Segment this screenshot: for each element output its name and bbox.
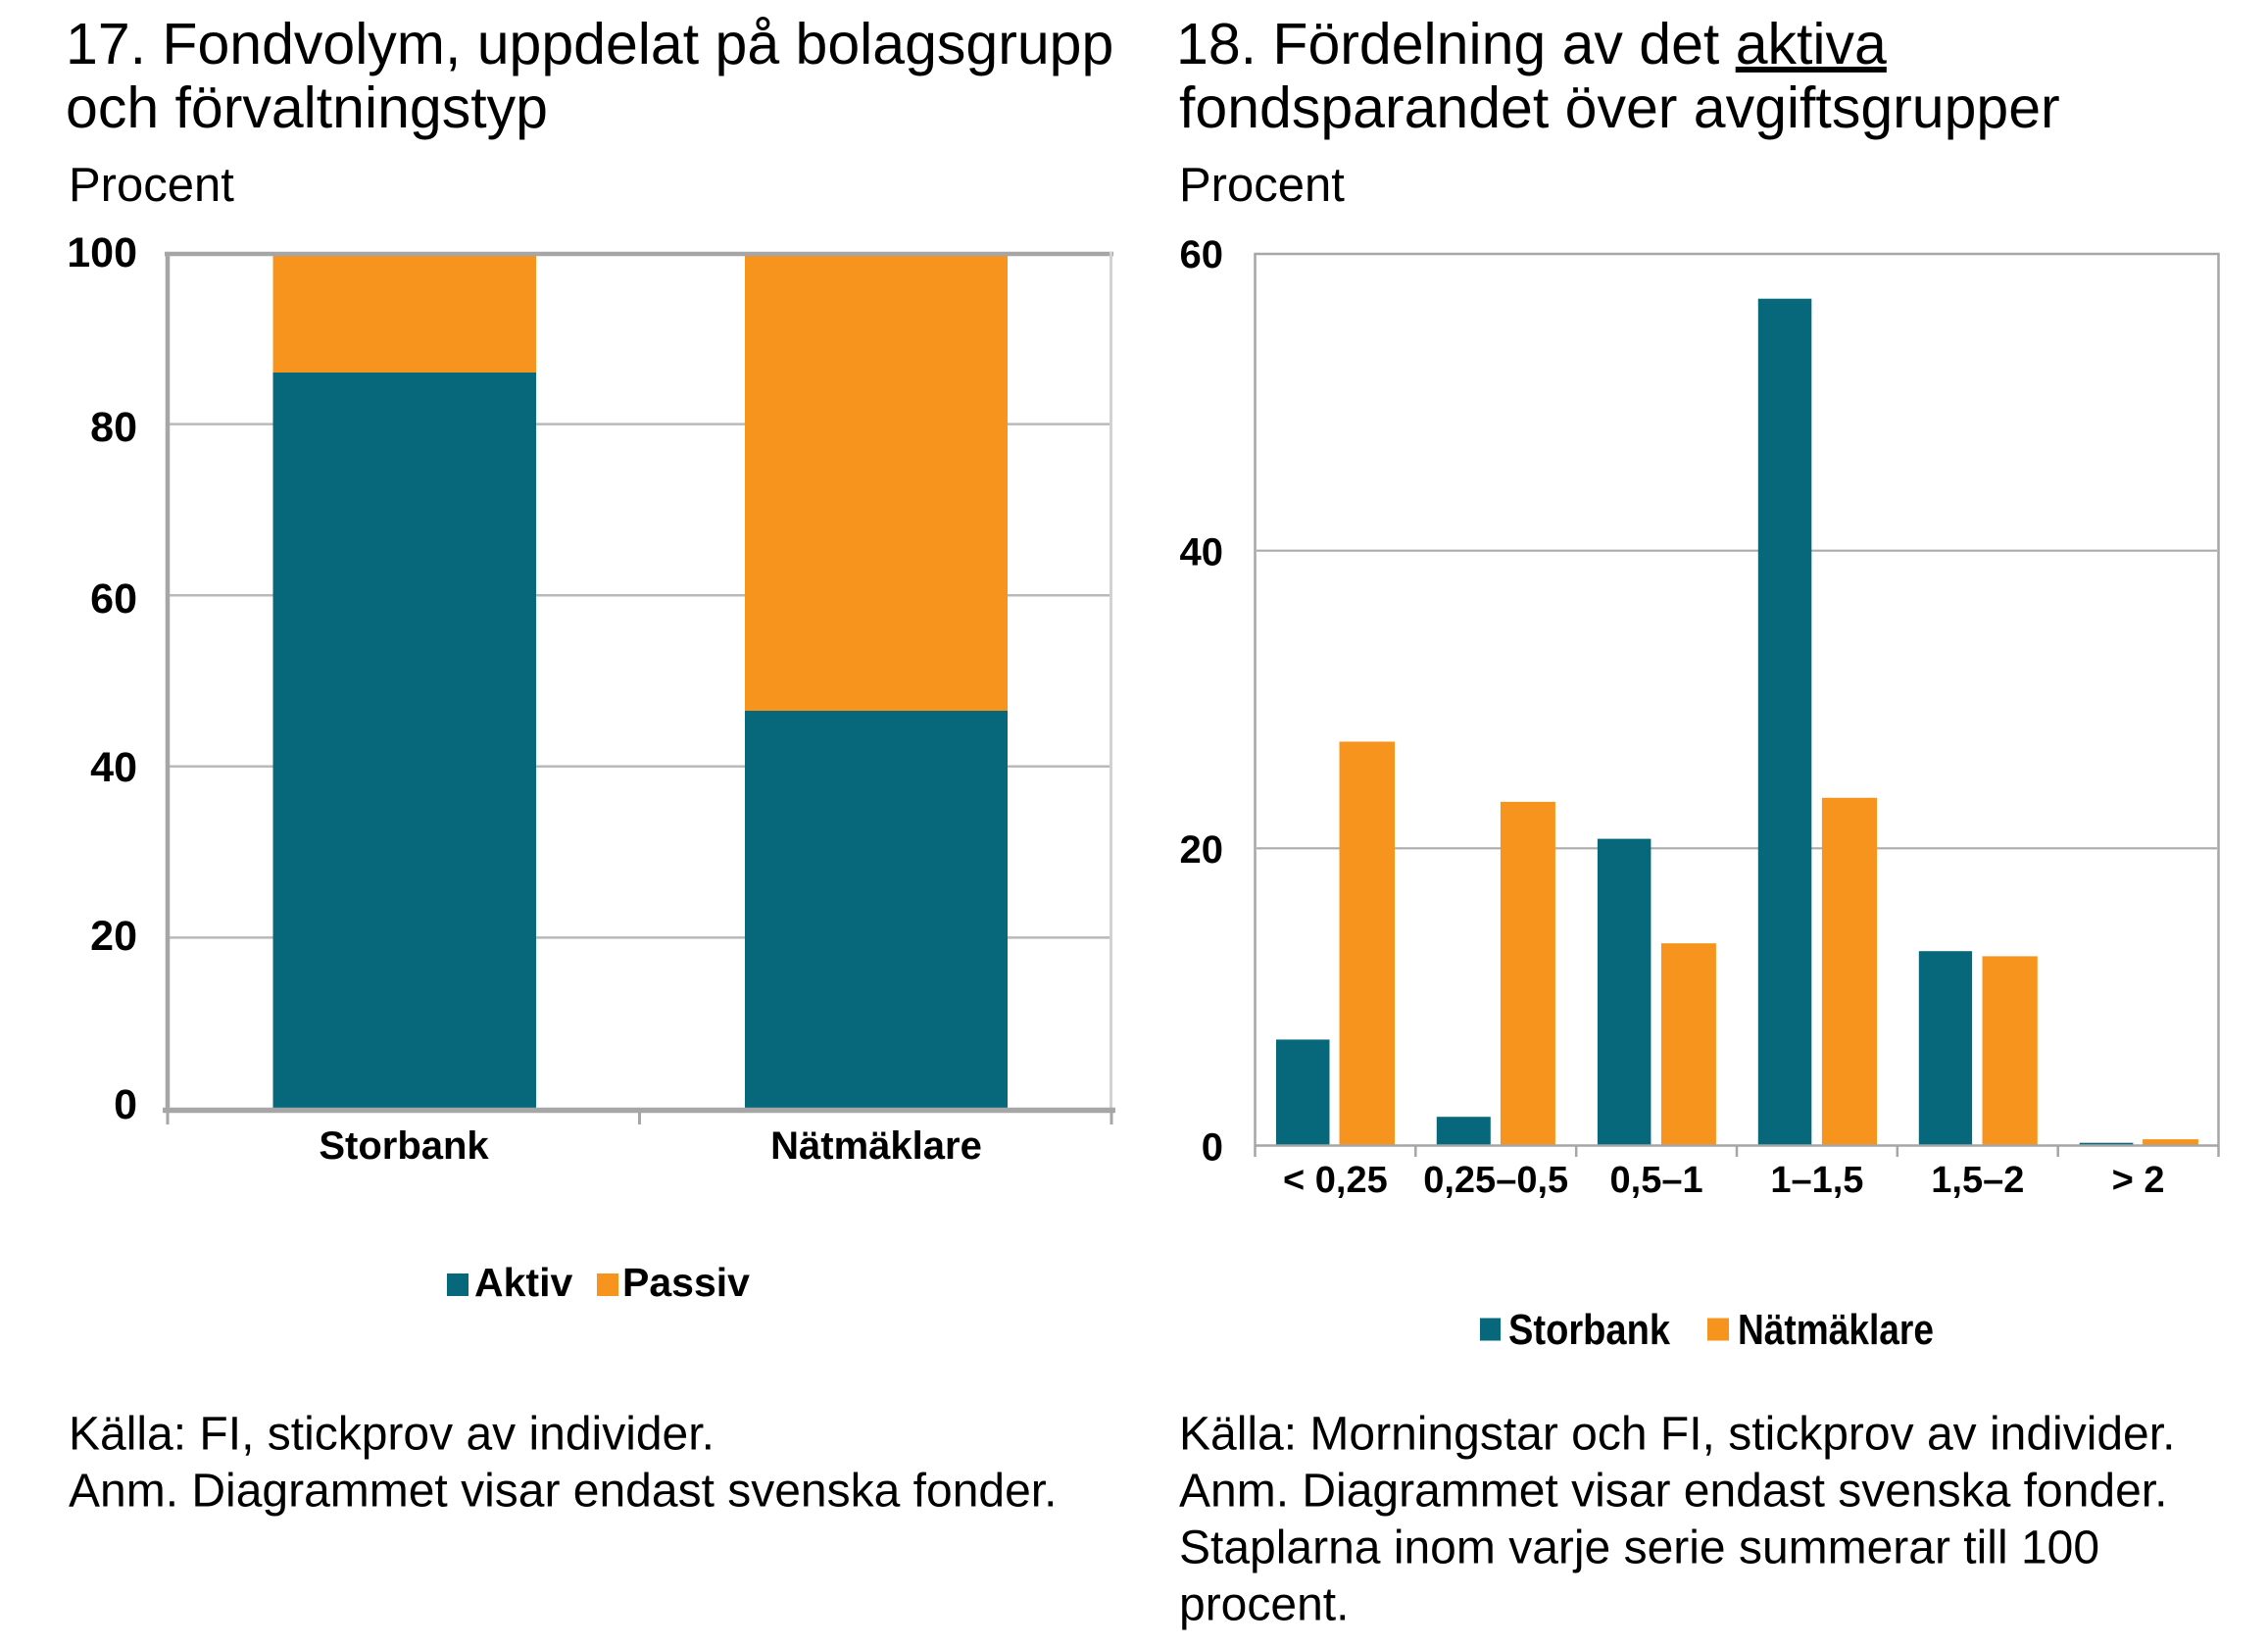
svg-text:0: 0 <box>1202 1126 1223 1170</box>
svg-text:100: 100 <box>67 229 137 276</box>
svg-text:och förvaltningstyp: och förvaltningstyp <box>66 75 548 140</box>
svg-text:80: 80 <box>90 404 137 451</box>
svg-text:< 0,25: < 0,25 <box>1283 1160 1388 1201</box>
svg-text:procent.: procent. <box>1179 1579 1349 1631</box>
svg-text:1–1,5: 1–1,5 <box>1770 1160 1863 1201</box>
svg-text:Nätmäklare: Nätmäklare <box>1738 1306 1934 1354</box>
svg-text:Källa: Morningstar och FI, sti: Källa: Morningstar och FI, stickprov av … <box>1179 1409 2175 1461</box>
svg-text:20: 20 <box>90 913 137 960</box>
svg-text:60: 60 <box>90 575 137 623</box>
svg-text:17. Fondvolym, uppdelat på bol: 17. Fondvolym, uppdelat på bolagsgrupp <box>66 12 1113 76</box>
svg-text:20: 20 <box>1180 828 1224 872</box>
svg-text:Anm. Diagrammet visar endast s: Anm. Diagrammet visar endast svenska fon… <box>1179 1466 2167 1518</box>
svg-text:Procent: Procent <box>1179 159 1345 212</box>
svg-text:18. Fördelning av det aktiva: 18. Fördelning av det aktiva <box>1176 12 1887 76</box>
svg-text:Storbank: Storbank <box>319 1124 489 1168</box>
svg-text:1,5–2: 1,5–2 <box>1931 1160 2024 1201</box>
svg-text:0,5–1: 0,5–1 <box>1610 1160 1703 1201</box>
svg-text:Nätmäklare: Nätmäklare <box>770 1124 982 1168</box>
svg-text:Källa: FI, stickprov av indivi: Källa: FI, stickprov av individer. <box>69 1409 715 1461</box>
svg-text:Storbank: Storbank <box>1508 1306 1670 1354</box>
svg-text:Aktiv: Aktiv <box>474 1260 572 1305</box>
svg-text:40: 40 <box>90 744 137 791</box>
svg-text:40: 40 <box>1180 531 1224 574</box>
svg-text:Staplarna inom varje serie sum: Staplarna inom varje serie summerar till… <box>1179 1522 2099 1574</box>
svg-text:Anm. Diagrammet visar endast s: Anm. Diagrammet visar endast svenska fon… <box>69 1466 1057 1518</box>
svg-text:> 2: > 2 <box>2112 1160 2165 1201</box>
svg-text:fondsparandet över avgiftsgrup: fondsparandet över avgiftsgrupper <box>1179 75 2060 140</box>
svg-text:0: 0 <box>114 1081 137 1128</box>
svg-text:0,25–0,5: 0,25–0,5 <box>1423 1160 1568 1201</box>
svg-text:Passiv: Passiv <box>622 1260 750 1305</box>
svg-text:60: 60 <box>1180 233 1224 276</box>
svg-text:Procent: Procent <box>69 159 234 212</box>
